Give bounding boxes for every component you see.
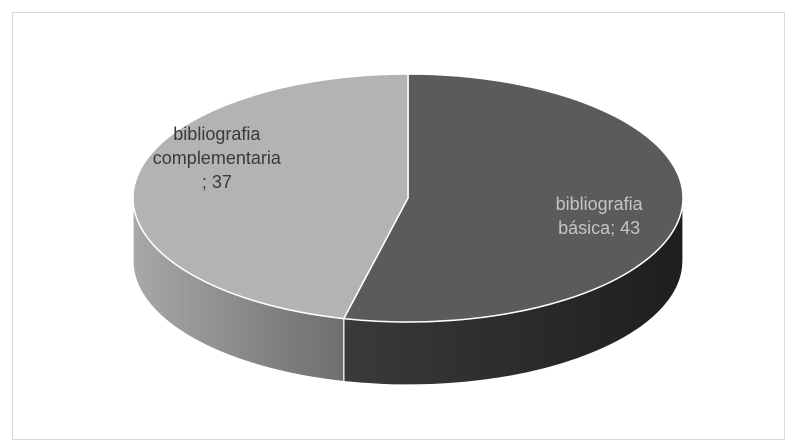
slice xyxy=(132,73,409,320)
data-label: bibliografia complementaria; 37 xyxy=(152,123,281,192)
slice xyxy=(342,73,684,323)
data-label: bibliografia básica; 43 xyxy=(555,194,643,239)
